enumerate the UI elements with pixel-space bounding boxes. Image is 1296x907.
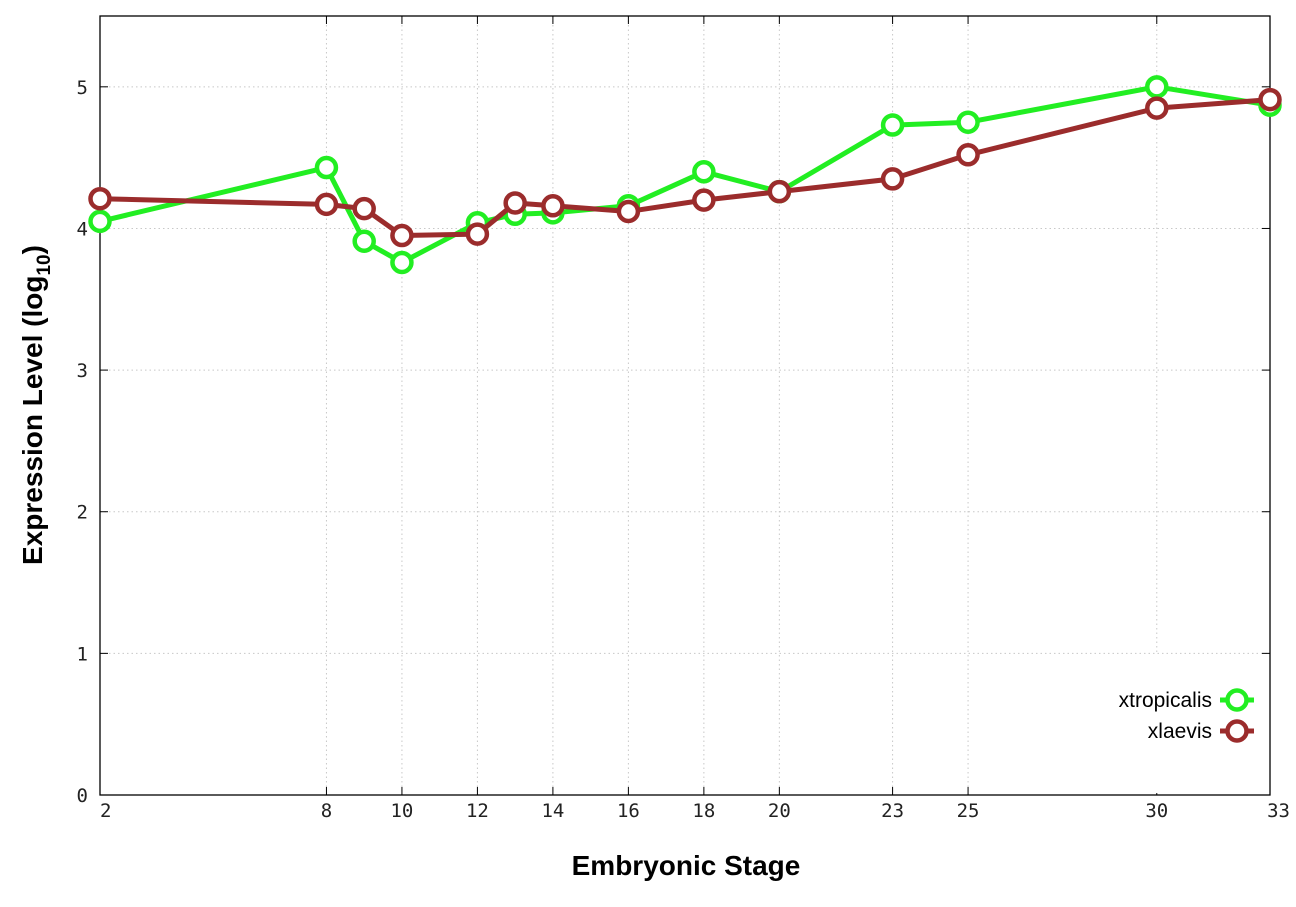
legend-marker-xtropicalis <box>1225 688 1249 712</box>
x-tick-label: 18 <box>692 800 715 822</box>
data-point-xtropicalis <box>390 250 414 275</box>
series-line-xlaevis <box>99 97 1271 238</box>
data-point-xlaevis <box>541 194 565 218</box>
data-point-xlaevis <box>465 222 490 246</box>
x-axis-title: Embryonic Stage <box>572 850 801 881</box>
y-axis-title-main: Expression Level (log <box>17 276 48 565</box>
x-tick-label: 12 <box>466 800 489 822</box>
x-tick-label: 2 <box>100 800 111 822</box>
y-axis-title: Expression Level (log10) <box>17 245 55 565</box>
y-axis-title-subscript: 10 <box>34 254 55 275</box>
data-point-xlaevis <box>88 186 112 211</box>
x-tick-label: 14 <box>541 800 564 822</box>
data-point-xtropicalis <box>880 113 905 137</box>
x-tick-label: 23 <box>881 800 904 822</box>
data-point-xtropicalis <box>692 160 716 184</box>
data-point-xtropicalis <box>956 110 980 134</box>
data-point-xlaevis <box>314 192 339 217</box>
data-point-xlaevis <box>956 143 980 167</box>
data-point-xlaevis <box>880 167 905 191</box>
data-point-xlaevis <box>1258 87 1282 112</box>
x-tick-label: 33 <box>1267 800 1290 822</box>
legend: xtropicalis xlaevis <box>1072 655 1268 793</box>
data-point-xlaevis <box>390 223 414 248</box>
y-tick-label: 0 <box>77 785 88 807</box>
y-tick-label: 4 <box>77 218 88 240</box>
data-point-xtropicalis <box>88 209 112 234</box>
x-tick-label: 16 <box>617 800 640 822</box>
x-tick-label: 10 <box>390 800 413 822</box>
data-point-xlaevis <box>1145 96 1169 120</box>
series-layer <box>88 75 1282 275</box>
y-tick-label: 3 <box>77 360 88 382</box>
data-point-xlaevis <box>767 179 792 204</box>
data-point-xtropicalis <box>352 229 376 253</box>
x-tick-label: 20 <box>768 800 791 822</box>
plot-frame <box>99 15 1271 796</box>
data-point-xlaevis <box>352 196 376 221</box>
y-tick-label: 2 <box>77 502 88 524</box>
data-point-xlaevis <box>503 191 527 215</box>
x-tick-label: 8 <box>321 800 332 822</box>
x-tick-label: 30 <box>1145 800 1168 822</box>
legend-label-xlaevis: xlaevis <box>1148 720 1212 743</box>
data-point-xtropicalis <box>314 155 339 180</box>
x-tick-label: 25 <box>957 800 980 822</box>
legend-label-xtropicalis: xtropicalis <box>1119 689 1212 712</box>
data-point-xtropicalis <box>1145 75 1169 99</box>
data-point-xlaevis <box>616 199 641 224</box>
legend-marker-xlaevis <box>1225 719 1249 743</box>
series-line-xtropicalis <box>99 84 1271 265</box>
data-point-xlaevis <box>692 188 716 212</box>
y-tick-label: 1 <box>77 643 88 665</box>
y-axis-title-close: ) <box>17 245 48 254</box>
y-tick-label: 5 <box>77 77 88 99</box>
